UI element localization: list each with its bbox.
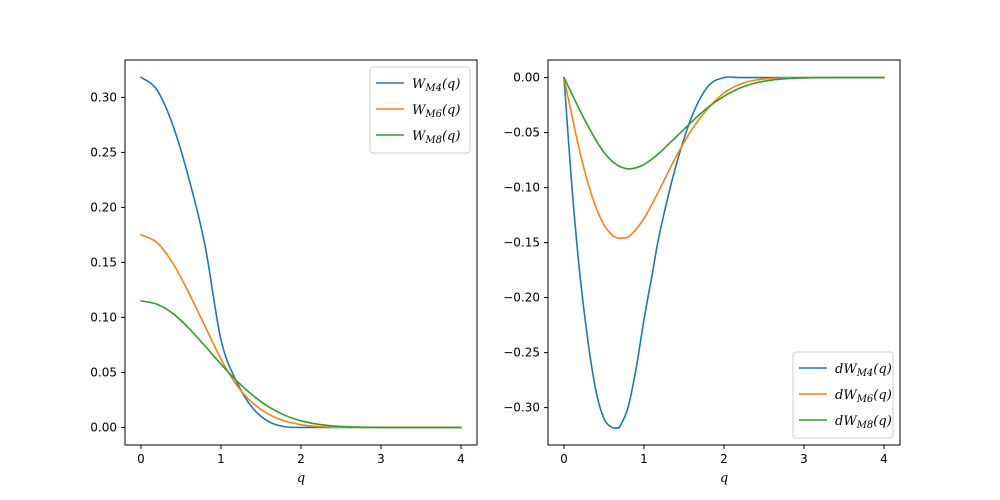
legend-box — [792, 351, 894, 439]
x-tick-label: 4 — [457, 452, 465, 466]
x-tick-label: 2 — [720, 452, 728, 466]
legend: WM4(q) WM6(q) WM8(q) — [369, 66, 471, 154]
legend-entry-label: WM8(q) — [412, 129, 460, 146]
y-tick-label: 0.20 — [90, 200, 117, 214]
y-tick-label: 0.30 — [90, 90, 117, 104]
y-tick-label: −0.10 — [503, 181, 540, 195]
y-tick-label: 0.05 — [90, 365, 117, 379]
legend-entry-label: dWM6(q) — [835, 388, 892, 405]
x-tick-label: 3 — [800, 452, 808, 466]
y-tick-label: 0.00 — [90, 420, 117, 434]
y-tick-label: −0.30 — [503, 401, 540, 415]
x-tick-label: 4 — [880, 452, 888, 466]
y-tick-label: 0.10 — [90, 310, 117, 324]
left-chart-panel: 0 1 2 3 4 0.00 0.05 0.10 0.15 0.20 0.25 0.30 q WM4(q)… — [90, 59, 478, 486]
y-tick-label: 0.00 — [513, 71, 540, 85]
legend-box — [369, 66, 471, 154]
y-tick-label: 0.15 — [90, 255, 117, 269]
x-tick-label: 0 — [137, 452, 145, 466]
x-axis-label: q — [720, 471, 728, 486]
y-tick-label: −0.20 — [503, 291, 540, 305]
series-line-m8 — [140, 300, 462, 429]
y-tick-label: −0.05 — [503, 126, 540, 140]
y-tick-label: −0.25 — [503, 346, 540, 360]
legend-entry-label: WM6(q) — [412, 103, 460, 120]
x-tick-label: 3 — [377, 452, 385, 466]
right-chart-panel: 0 1 2 3 4 0.00 −0.05 −0.10 −0.15 −0.20 −0.25 −0.30 q… — [503, 59, 901, 486]
x-tick-label: 1 — [217, 452, 225, 466]
legend-entry-label: WM4(q) — [412, 77, 460, 94]
x-tick-label: 1 — [640, 452, 648, 466]
series-lines — [563, 76, 885, 430]
series-lines — [140, 76, 462, 429]
x-tick-label: 2 — [297, 452, 305, 466]
series-line-m8 — [563, 76, 885, 170]
y-tick-label: 0.25 — [90, 145, 117, 159]
y-tick-label: −0.15 — [503, 236, 540, 250]
legend-entry-label: dWM4(q) — [835, 362, 892, 379]
x-axis-label: q — [297, 471, 305, 486]
x-tick-label: 0 — [560, 452, 568, 466]
legend: dWM4(q) dWM6(q) dWM8(q) — [792, 351, 894, 439]
legend-entry-label: dWM8(q) — [835, 414, 892, 431]
